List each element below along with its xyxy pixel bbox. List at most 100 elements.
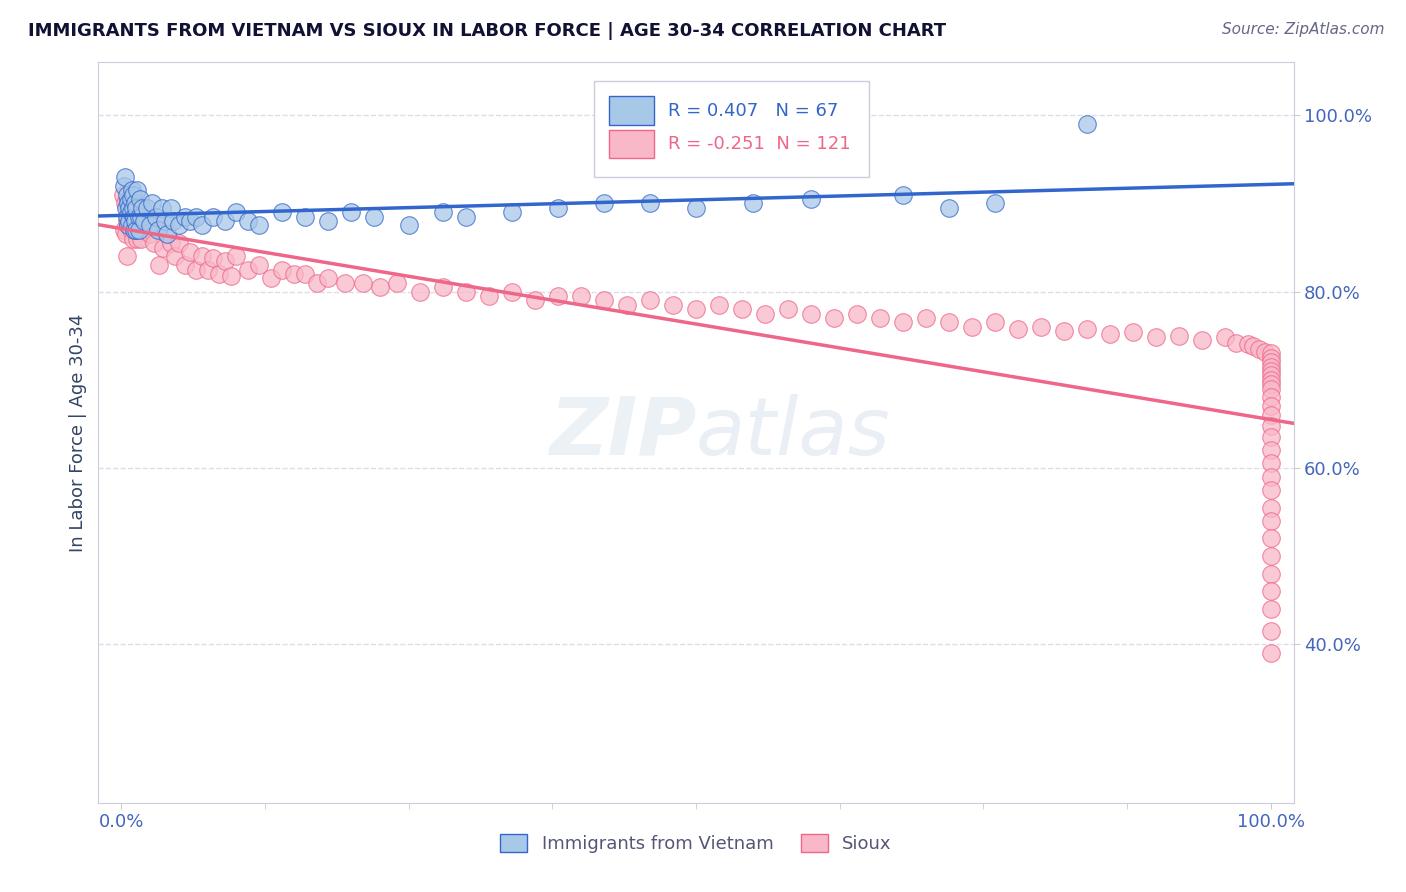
Point bbox=[120, 205, 142, 219]
Point bbox=[432, 280, 454, 294]
Point bbox=[118, 201, 141, 215]
Point bbox=[1260, 469, 1282, 483]
Point bbox=[260, 271, 283, 285]
Point bbox=[754, 307, 776, 321]
Point bbox=[134, 223, 156, 237]
Point bbox=[173, 210, 195, 224]
Point bbox=[128, 223, 150, 237]
Point bbox=[134, 214, 156, 228]
Point bbox=[121, 210, 143, 224]
Point bbox=[128, 210, 150, 224]
Point bbox=[869, 311, 891, 326]
Point bbox=[208, 267, 231, 281]
Point bbox=[131, 201, 153, 215]
Point bbox=[125, 223, 148, 237]
Text: R = -0.251  N = 121: R = -0.251 N = 121 bbox=[668, 135, 851, 153]
Point bbox=[117, 196, 139, 211]
Point bbox=[247, 258, 270, 272]
Text: R = 0.407   N = 67: R = 0.407 N = 67 bbox=[668, 102, 839, 120]
Point bbox=[294, 210, 316, 224]
Point bbox=[148, 223, 170, 237]
Text: atlas: atlas bbox=[696, 393, 891, 472]
Point bbox=[121, 219, 143, 233]
Text: ZIP: ZIP bbox=[548, 393, 696, 472]
Point bbox=[352, 276, 374, 290]
Point bbox=[191, 249, 214, 263]
Point bbox=[1260, 443, 1282, 458]
Point bbox=[129, 232, 152, 246]
Point bbox=[593, 196, 616, 211]
Point bbox=[139, 219, 162, 233]
Point bbox=[236, 214, 259, 228]
Point bbox=[128, 201, 150, 215]
Point bbox=[1260, 408, 1282, 422]
Point bbox=[1260, 584, 1282, 599]
Point bbox=[638, 196, 661, 211]
Point bbox=[501, 205, 523, 219]
Point bbox=[938, 315, 960, 329]
Point bbox=[1260, 514, 1282, 528]
Point bbox=[914, 311, 936, 326]
Point bbox=[122, 210, 145, 224]
Point bbox=[124, 196, 146, 211]
Point bbox=[1260, 364, 1282, 378]
Point bbox=[247, 219, 270, 233]
Point bbox=[1076, 321, 1098, 335]
Point bbox=[125, 214, 148, 228]
Point bbox=[1191, 333, 1213, 347]
Point bbox=[742, 196, 765, 211]
Point bbox=[115, 210, 138, 224]
Point bbox=[662, 298, 685, 312]
Point bbox=[112, 178, 135, 193]
Point bbox=[121, 183, 143, 197]
Point bbox=[214, 253, 236, 268]
Point bbox=[1260, 500, 1282, 515]
Point bbox=[1260, 532, 1282, 546]
Point bbox=[139, 227, 162, 242]
Point bbox=[122, 201, 145, 215]
Point bbox=[127, 232, 149, 246]
Point bbox=[135, 201, 157, 215]
Point bbox=[114, 196, 136, 211]
Point bbox=[501, 285, 523, 299]
Text: IMMIGRANTS FROM VIETNAM VS SIOUX IN LABOR FORCE | AGE 30-34 CORRELATION CHART: IMMIGRANTS FROM VIETNAM VS SIOUX IN LABO… bbox=[28, 22, 946, 40]
Point bbox=[1260, 382, 1282, 396]
Point bbox=[938, 201, 960, 215]
Point bbox=[271, 262, 294, 277]
Point bbox=[335, 276, 357, 290]
FancyBboxPatch shape bbox=[595, 81, 869, 178]
Legend: Immigrants from Vietnam, Sioux: Immigrants from Vietnam, Sioux bbox=[494, 827, 898, 861]
Point bbox=[1260, 399, 1282, 413]
Point bbox=[225, 249, 247, 263]
Point bbox=[167, 236, 190, 251]
Point bbox=[117, 192, 139, 206]
Point bbox=[118, 214, 141, 228]
Point bbox=[340, 205, 363, 219]
Point bbox=[120, 192, 142, 206]
Point bbox=[283, 267, 305, 281]
Point bbox=[122, 187, 145, 202]
Point bbox=[800, 192, 823, 206]
Point bbox=[1260, 549, 1282, 563]
Point bbox=[128, 223, 150, 237]
Point bbox=[122, 223, 145, 237]
Point bbox=[1247, 342, 1270, 356]
Point bbox=[197, 262, 219, 277]
Point bbox=[685, 201, 707, 215]
Point bbox=[125, 201, 148, 215]
Point bbox=[148, 258, 170, 272]
Point bbox=[115, 249, 138, 263]
Point bbox=[1260, 418, 1282, 433]
Point bbox=[153, 214, 176, 228]
Point bbox=[202, 210, 225, 224]
Point bbox=[294, 267, 316, 281]
Point bbox=[1053, 324, 1076, 338]
Point bbox=[776, 302, 799, 317]
Point bbox=[823, 311, 845, 326]
Point bbox=[432, 205, 454, 219]
Point bbox=[547, 289, 569, 303]
Text: Source: ZipAtlas.com: Source: ZipAtlas.com bbox=[1222, 22, 1385, 37]
Point bbox=[135, 219, 157, 233]
Point bbox=[638, 293, 661, 308]
Point bbox=[1225, 335, 1247, 350]
